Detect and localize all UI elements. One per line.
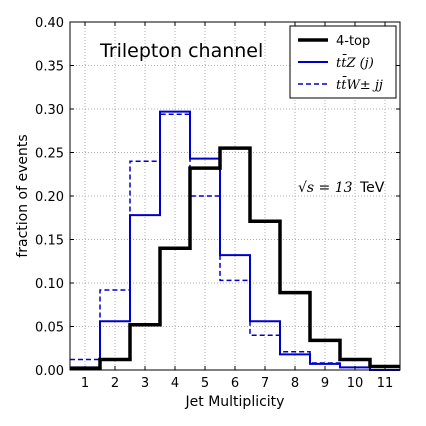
y-tick-label: 0.05: [35, 321, 64, 336]
y-tick-label: 0.20: [35, 190, 64, 205]
x-tick-label: 2: [111, 376, 119, 391]
y-tick-label: 0.15: [35, 234, 64, 249]
x-tick-label: 7: [261, 376, 269, 391]
y-tick-label: 0.35: [35, 60, 64, 75]
y-tick-label: 0.10: [35, 277, 64, 292]
series-ttz: [70, 110, 400, 371]
series-layer: [70, 110, 400, 371]
legend-label-ttz: tt̄Z (j): [336, 54, 374, 71]
legend-label-4top: 4-top: [336, 34, 370, 49]
channel-annotation: Trilepton channel: [99, 40, 263, 62]
x-tick-labels: 1 2 3 4 5 6 7 8 9 10 11: [81, 376, 393, 391]
y-axis-title: fraction of events: [15, 134, 31, 257]
y-tick-label: 0.30: [35, 103, 64, 118]
series-ttz-line: [70, 110, 400, 371]
x-tick-label: 5: [201, 376, 209, 391]
x-tick-label: 8: [291, 376, 299, 391]
ticks: [70, 21, 400, 371]
x-axis-title: Jet Multiplicity: [185, 394, 285, 410]
legend: 4-top tt̄Z (j) tt̄W± jj: [289, 25, 397, 99]
energy-annotation-unit: TeV: [359, 180, 385, 196]
x-tick-label: 11: [377, 376, 394, 391]
y-tick-label: 0.25: [35, 147, 64, 162]
y-tick-label: 0.40: [35, 16, 64, 31]
x-tick-label: 10: [347, 376, 364, 391]
energy-annotation-lhs: √s = 13: [298, 180, 353, 196]
x-tick-label: 3: [141, 376, 149, 391]
x-tick-label: 4: [171, 376, 179, 391]
x-tick-label: 9: [321, 376, 329, 391]
y-tick-label: 0.00: [35, 364, 64, 379]
series-4top-line: [70, 146, 400, 371]
x-tick-label: 6: [231, 376, 239, 391]
series-4top: [70, 146, 400, 371]
y-tick-labels: 0.00 0.05 0.10 0.15 0.20 0.25 0.30 0.35 0.40: [35, 16, 64, 379]
energy-annotation: √s = 13 TeV: [298, 180, 385, 196]
legend-label-ttw: tt̄W± jj: [336, 76, 383, 93]
x-tick-label: 1: [81, 376, 89, 391]
